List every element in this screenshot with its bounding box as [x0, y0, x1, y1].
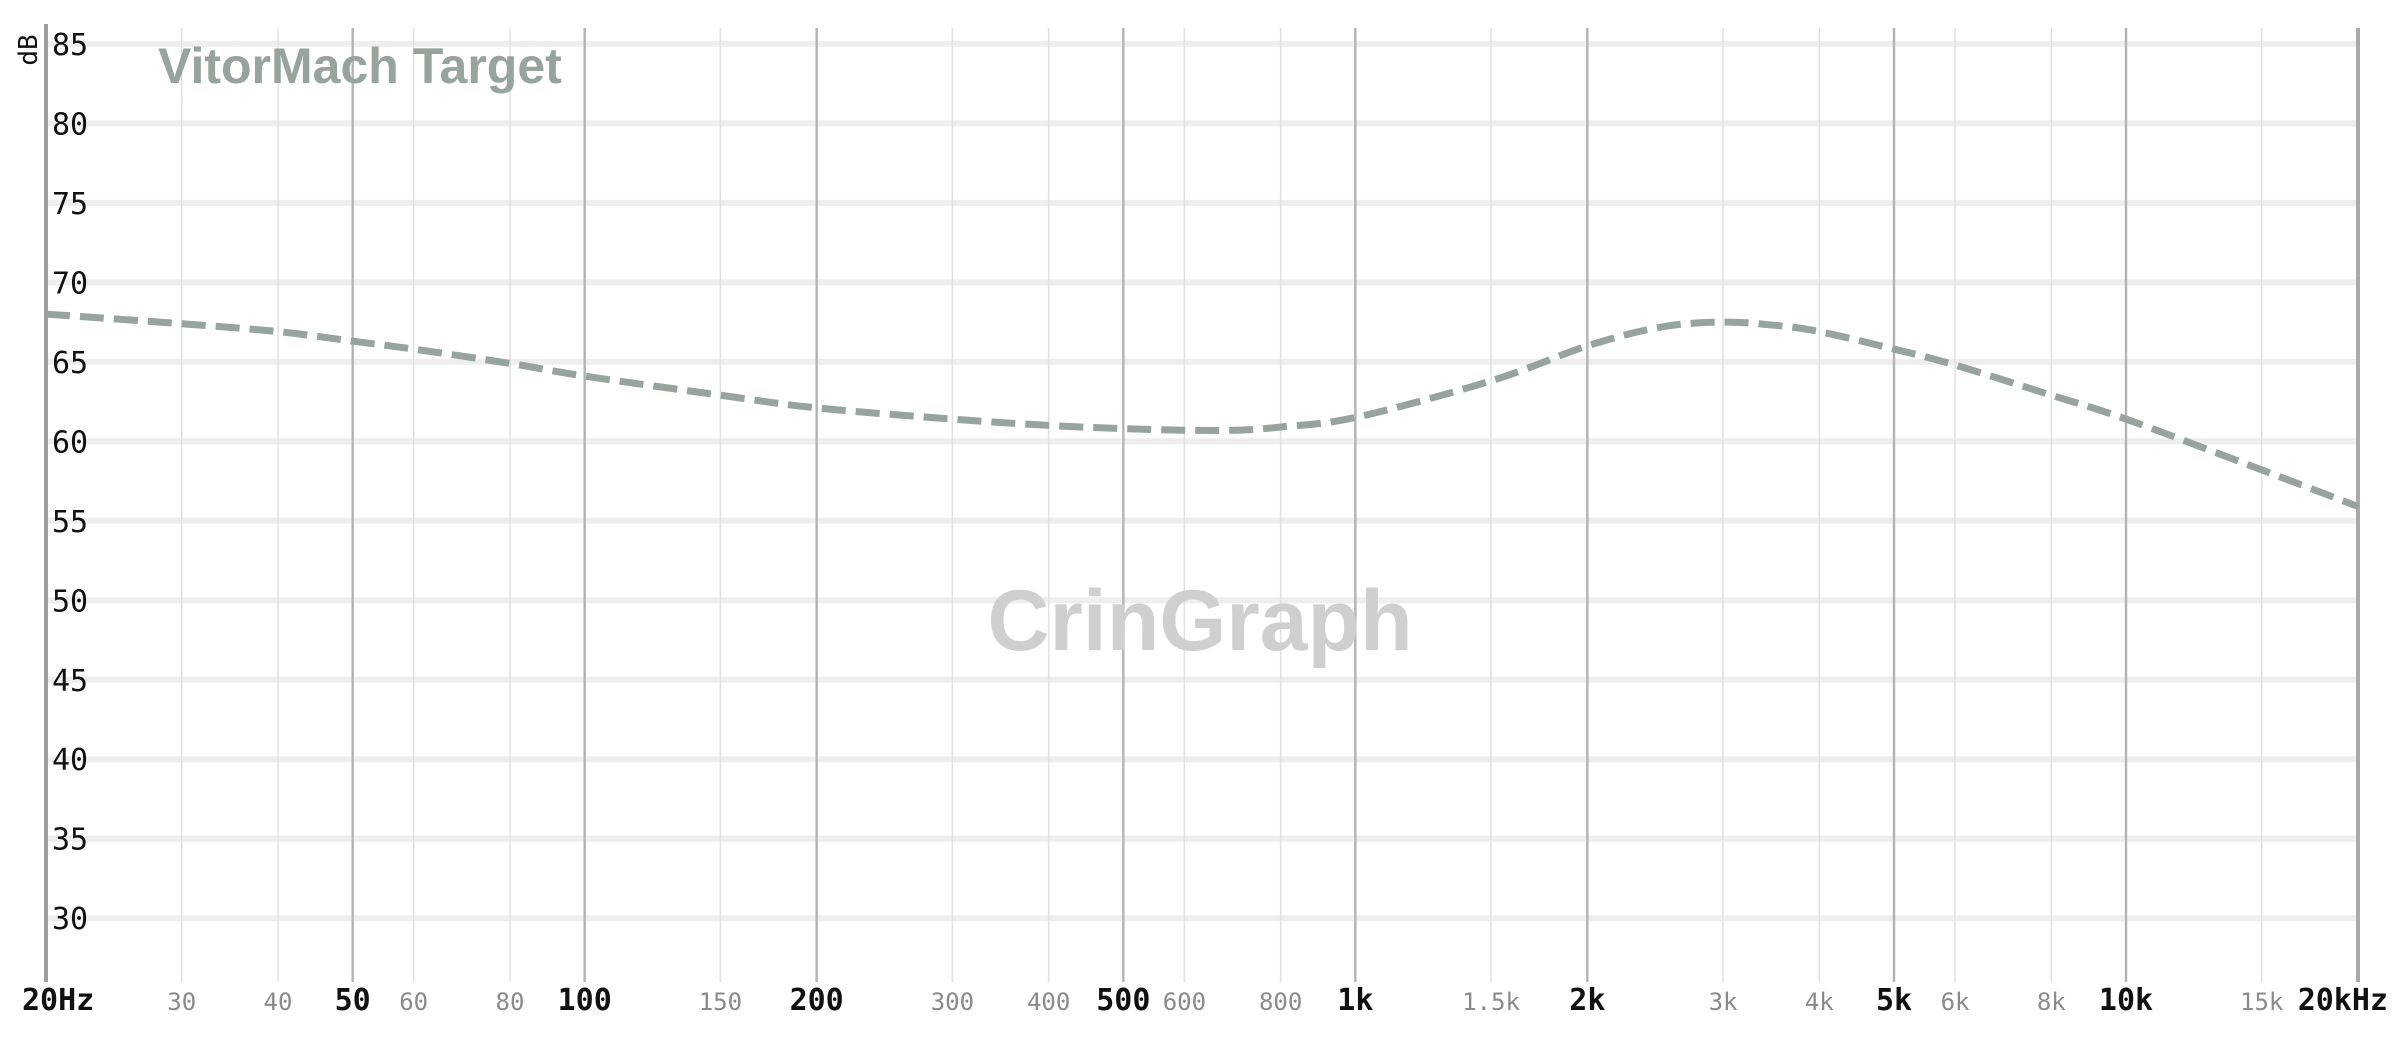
x-tick-label: 600: [1163, 988, 1206, 1016]
y-tick-label: 80: [52, 107, 88, 142]
x-tick-label: 500: [1096, 983, 1150, 1018]
y-tick-label: 30: [52, 902, 88, 937]
y-tick-label: 45: [52, 664, 88, 699]
y-tick-label: 70: [52, 266, 88, 301]
x-tick-label: 10k: [2099, 983, 2153, 1018]
watermark-text: CrinGraph: [987, 573, 1412, 669]
x-tick-label: 50: [335, 983, 371, 1018]
x-tick-label: 300: [931, 988, 974, 1016]
series-line: [45, 310, 2360, 510]
x-tick-label: 80: [496, 988, 525, 1016]
x-tick-label: 1k: [1337, 983, 1373, 1018]
y-tick-label: 85: [52, 28, 88, 63]
grid: [44, 28, 2360, 982]
x-tick-label: 2k: [1569, 983, 1605, 1018]
x-tick-label: 1.5k: [1462, 988, 1520, 1016]
x-axis: 20Hz 30 40 50 60 80 100 150 200 300 400 500 600 800 1k…: [22, 983, 2388, 1018]
x-tick-label: 3k: [1709, 988, 1738, 1016]
x-tick-label: 8k: [2037, 988, 2066, 1016]
y-axis-label: dB: [14, 34, 44, 65]
y-tick-label: 65: [52, 346, 88, 381]
x-tick-label: 100: [558, 983, 612, 1018]
x-tick-label: 150: [699, 988, 742, 1016]
x-tick-label: 40: [264, 988, 293, 1016]
x-tick-label: 400: [1027, 988, 1070, 1016]
y-tick-label: 35: [52, 823, 88, 858]
x-tick-label: 6k: [1941, 988, 1970, 1016]
y-tick-label: 60: [52, 425, 88, 460]
x-tick-label: 15k: [2240, 988, 2284, 1016]
series-layer: [45, 310, 2360, 510]
x-tick-label: 800: [1259, 988, 1302, 1016]
y-tick-label: 55: [52, 505, 88, 540]
x-tick-label: 30: [167, 988, 196, 1016]
x-tick-label: 60: [399, 988, 428, 1016]
y-tick-label: 40: [52, 743, 88, 778]
x-tick-label: 20Hz: [22, 983, 94, 1018]
x-tick-label: 4k: [1805, 988, 1834, 1016]
y-tick-label: 75: [52, 187, 88, 222]
x-tick-label: 5k: [1876, 983, 1912, 1018]
chart-title: VitorMach Target: [158, 38, 562, 94]
x-tick-label: 20kHz: [2298, 983, 2388, 1018]
x-tick-label: 200: [790, 983, 844, 1018]
y-tick-label: 50: [52, 584, 88, 619]
y-axis: 85 80 75 70 65 60 55 50 45 40 35 30: [44, 24, 88, 982]
